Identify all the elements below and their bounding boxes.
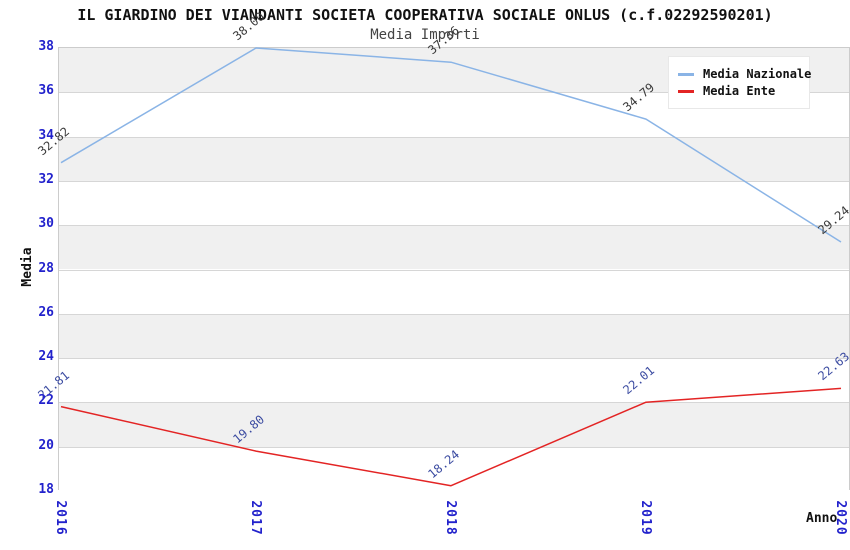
- gridline: [59, 180, 849, 182]
- plot-band: [59, 402, 849, 447]
- plot-band: [59, 313, 849, 359]
- gridline: [59, 225, 849, 227]
- chart-subtitle: Media Importi: [370, 27, 480, 43]
- plot-band: [59, 225, 849, 270]
- x-axis-tick-label: 2017: [248, 500, 263, 536]
- y-axis-tick-label: 30: [38, 216, 54, 232]
- plot-band: [59, 358, 849, 403]
- legend-item-media-nazionale: Media Nazionale: [678, 67, 811, 81]
- x-axis-tick-label: 2018: [443, 500, 458, 536]
- series-line-nazionale: [60, 47, 842, 243]
- legend-swatch-nazionale-line-icon: [678, 72, 694, 76]
- y-axis-tick-label: 24: [38, 349, 54, 365]
- gridline: [59, 358, 849, 360]
- y-axis-tick-label: 18: [38, 482, 54, 497]
- y-axis-tick-label: 22: [38, 393, 54, 409]
- series-line-ente: [60, 387, 842, 487]
- gridline: [59, 402, 849, 404]
- x-axis-tick-label: 2019: [638, 500, 653, 536]
- y-axis-tick-label: 20: [38, 437, 54, 453]
- gridline: [59, 313, 849, 315]
- legend-label: Media Nazionale: [703, 67, 812, 81]
- legend: Media Nazionale Media Ente: [668, 56, 811, 109]
- gridline: [59, 136, 849, 138]
- y-axis-tick-label: 34: [38, 127, 54, 143]
- y-axis-tick-label: 26: [38, 304, 54, 320]
- series-lines: [60, 47, 842, 487]
- y-axis-tick-label: 32: [38, 171, 54, 187]
- y-axis-tick-label: 36: [38, 83, 54, 99]
- legend-label: Media Ente: [703, 84, 776, 98]
- gridline: [59, 269, 849, 271]
- x-axis-tick-label: 2016: [53, 500, 68, 536]
- y-axis-tick-label: 38: [38, 39, 54, 54]
- plot-band: [59, 269, 849, 314]
- legend-item-media-ente: Media Ente: [678, 84, 800, 98]
- y-axis-tick-label: 28: [38, 260, 54, 276]
- gridline: [59, 446, 849, 448]
- plot-band: [59, 180, 849, 226]
- plot-band: [59, 136, 849, 181]
- legend-swatch-ente-line-icon: [678, 89, 694, 93]
- x-axis-title: Anno: [806, 511, 838, 526]
- x-axis-tick-label: 2020: [833, 500, 848, 536]
- plot-area: 32.82 38.00 37.36 34.79 29.24 21.81 19.80 18.24…: [35, 9, 850, 491]
- chart-title: IL GIARDINO DEI VIANDANTI SOCIETA COOPER…: [77, 6, 773, 24]
- gridline: [59, 92, 849, 94]
